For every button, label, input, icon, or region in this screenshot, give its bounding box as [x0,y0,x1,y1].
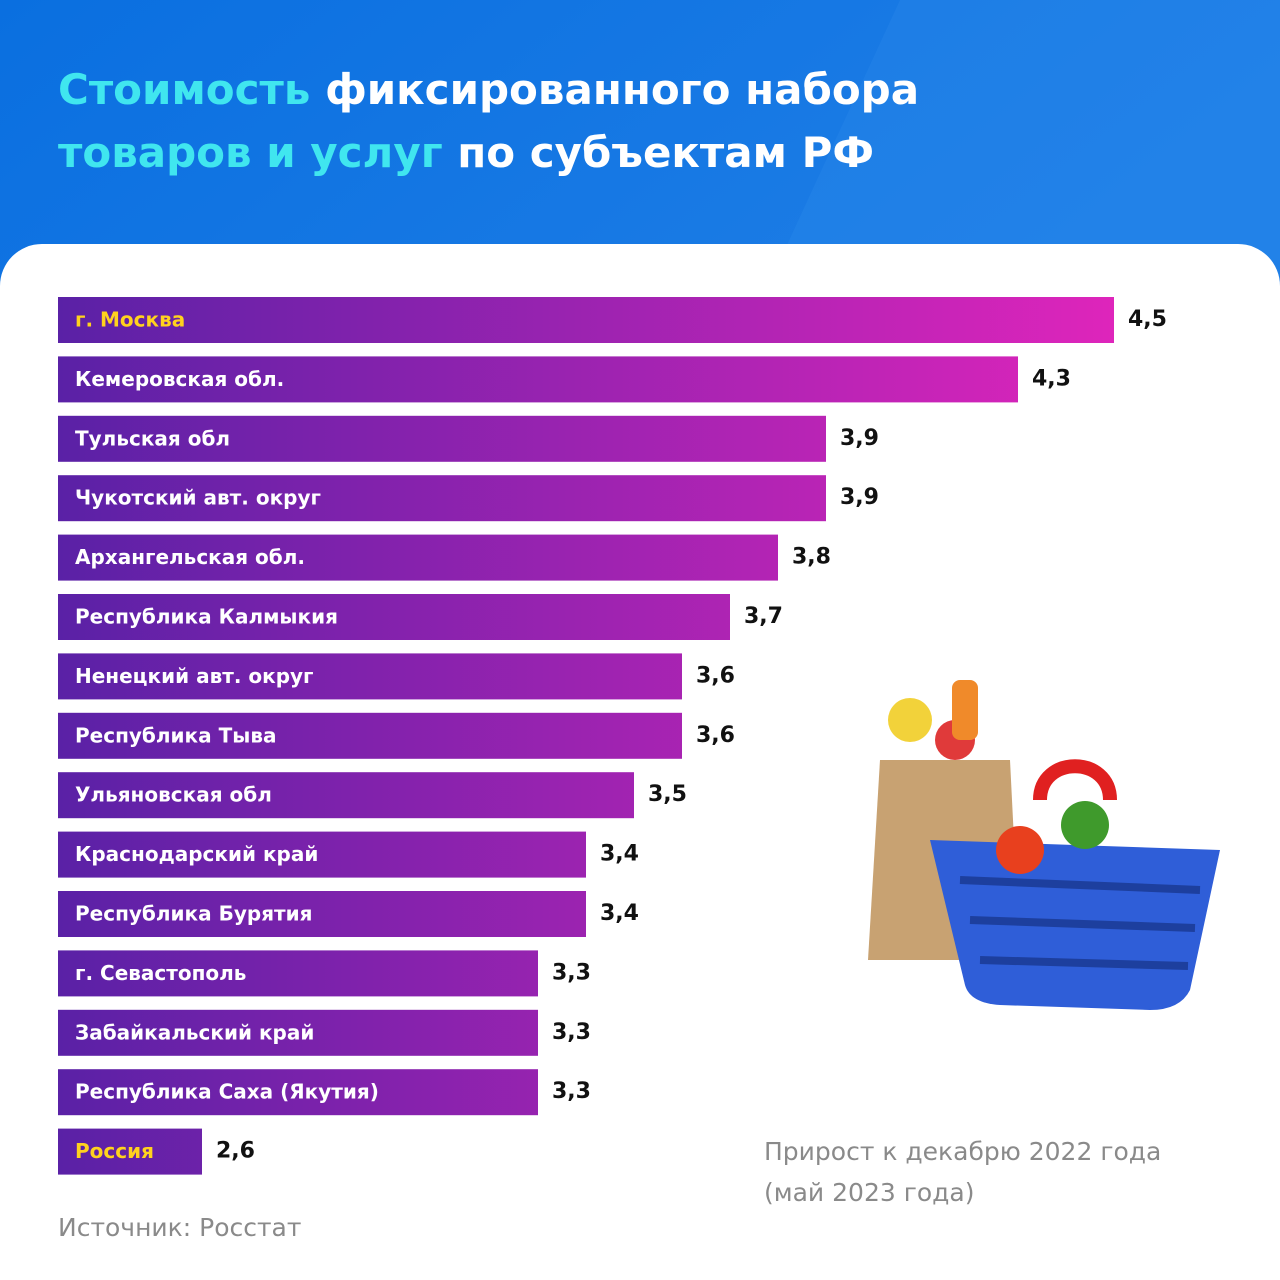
bar [58,831,586,878]
basket-illustration [868,680,1220,1010]
bar [58,712,682,759]
category-label: Тульская обл [75,426,230,450]
value-label: 3,6 [696,723,735,748]
value-label: 3,3 [552,1079,591,1104]
basket-handle [1033,759,1117,801]
source: Источник: Росстат [58,1213,301,1242]
title-part: товаров и услуг [58,128,443,177]
pepper [996,826,1044,874]
value-label: 3,4 [600,842,639,867]
bar [58,475,826,522]
bar [58,1009,538,1056]
category-label: Архангельская обл. [75,545,305,569]
value-label: 3,6 [696,663,735,688]
category-label: Республика Саха (Якутия) [75,1080,379,1104]
bar [58,653,682,700]
value-label: 4,5 [1128,307,1167,332]
category-label: Республика Бурятия [75,902,312,926]
category-label: Ненецкий авт. округ [75,664,314,688]
value-label: 3,3 [552,960,591,985]
value-label: 3,3 [552,1020,591,1045]
title-part: фиксированного набора [325,65,919,114]
bar [58,415,826,462]
category-label: Россия [75,1139,154,1163]
category-label: г. Москва [75,308,185,332]
value-label: 3,8 [792,545,831,570]
category-label: Кемеровская обл. [75,367,284,391]
value-label: 2,6 [216,1139,255,1164]
broccoli [1061,801,1109,849]
bottle [952,680,978,740]
category-label: Чукотский авт. округ [75,486,321,510]
bar [58,297,1114,343]
category-label: Республика Тыва [75,723,276,747]
title-part: по субъектам РФ [457,128,874,177]
note: (май 2023 года) [764,1178,975,1207]
value-label: 3,7 [744,604,783,629]
bar [58,594,730,640]
note: Прирост к декабрю 2022 года [764,1137,1161,1166]
value-label: 3,5 [648,782,687,807]
category-label: Забайкальский край [75,1020,314,1044]
header-decor [780,0,1280,260]
basket-slots [959,876,1201,970]
bar [58,891,586,937]
bar [58,1069,538,1116]
bar [58,1128,202,1175]
category-label: Республика Калмыкия [75,605,338,629]
value-label: 3,4 [600,901,639,926]
bar [58,534,778,581]
title-part: Стоимость [58,65,310,114]
chart-title: товаров и услуг по субъектам РФ [58,128,874,177]
value-label: 3,9 [840,426,879,451]
value-label: 4,3 [1032,366,1071,391]
bar [58,772,634,819]
lemon [888,698,932,742]
chart-title: Стоимость фиксированного набора [58,65,919,114]
bar [58,950,538,997]
category-label: Краснодарский край [75,842,318,866]
bar [58,356,1018,403]
category-label: г. Севастополь [75,961,246,985]
value-label: 3,9 [840,485,879,510]
category-label: Ульяновская обл [75,783,272,807]
